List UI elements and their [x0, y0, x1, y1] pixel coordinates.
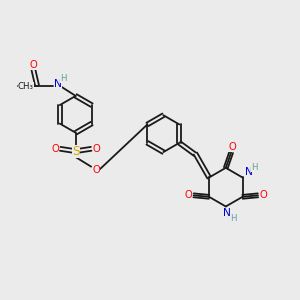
Text: H: H [230, 214, 236, 224]
Text: O: O [93, 144, 101, 154]
Text: O: O [51, 144, 59, 154]
Text: CH₃: CH₃ [18, 82, 34, 91]
Text: H: H [251, 163, 258, 172]
Text: H: H [60, 74, 67, 83]
Text: N: N [54, 79, 62, 89]
Text: O: O [29, 60, 37, 70]
Text: O: O [184, 190, 192, 200]
Text: O: O [260, 190, 267, 200]
Text: O: O [92, 165, 100, 175]
Text: O: O [229, 142, 236, 152]
Text: N: N [245, 167, 253, 177]
Text: S: S [72, 145, 80, 158]
Text: N: N [223, 208, 231, 218]
